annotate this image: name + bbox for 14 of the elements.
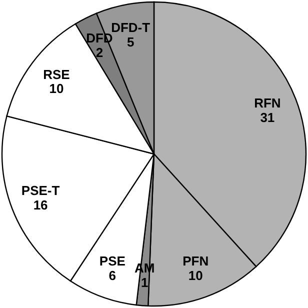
slice-label: RFN — [254, 96, 281, 111]
data-label: 10 — [188, 268, 203, 283]
data-label: 6 — [108, 268, 116, 283]
data-label: 16 — [33, 198, 48, 212]
data-label: 31 — [260, 110, 275, 125]
slice-label: PFN — [182, 254, 209, 269]
data-label: 10 — [49, 81, 64, 96]
slice-label: DFD-T — [111, 20, 150, 36]
slice-label: PSE-T — [21, 183, 60, 198]
slice-label: RSE — [43, 66, 70, 82]
data-label: 2 — [96, 45, 104, 60]
slice-label: PSE — [99, 254, 126, 269]
data-label: 5 — [126, 34, 134, 50]
data-label: 1 — [140, 274, 148, 290]
